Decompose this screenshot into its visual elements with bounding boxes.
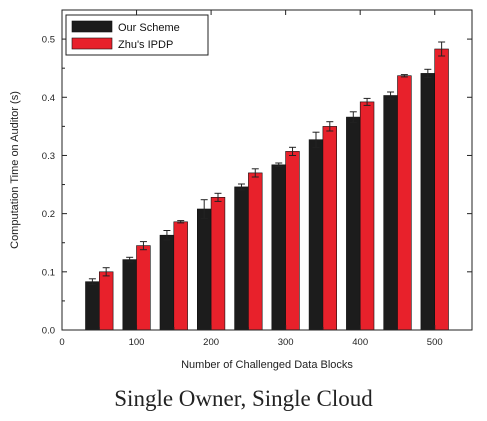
error-bar bbox=[163, 230, 171, 241]
bar-our-scheme-50 bbox=[85, 281, 100, 331]
error-bar bbox=[177, 220, 185, 224]
plot-frame bbox=[61, 9, 473, 331]
x-tick-label: 200 bbox=[203, 337, 219, 348]
error-bar bbox=[275, 162, 283, 167]
error-bar bbox=[237, 183, 245, 191]
bar-our-scheme-300 bbox=[271, 164, 286, 331]
bar-zhus-ipdp-500 bbox=[434, 48, 449, 331]
error-bar bbox=[349, 111, 357, 123]
bar-our-scheme-150 bbox=[159, 234, 175, 331]
error-bar bbox=[424, 68, 432, 78]
error-bar bbox=[438, 41, 446, 57]
bar-our-scheme-200 bbox=[197, 208, 212, 331]
x-tick-label: 300 bbox=[278, 337, 294, 348]
error-bar bbox=[363, 97, 371, 106]
y-tick-label: 0.1 bbox=[42, 267, 55, 278]
x-tick-label: 400 bbox=[352, 337, 368, 348]
bar-our-scheme-100 bbox=[122, 259, 137, 331]
error-bar bbox=[200, 199, 208, 219]
error-bar bbox=[251, 168, 259, 178]
y-tick-label: 0.5 bbox=[42, 35, 55, 46]
legend-label: Our Scheme bbox=[118, 22, 180, 34]
bar-zhus-ipdp-50 bbox=[99, 271, 114, 331]
x-tick-label: 0 bbox=[59, 337, 64, 348]
bar-zhus-ipdp-100 bbox=[136, 245, 151, 331]
error-bar bbox=[387, 91, 395, 100]
bar-zhus-ipdp-400 bbox=[359, 101, 375, 331]
bars-layer bbox=[85, 41, 449, 331]
legend: Our Scheme Zhu's IPDP bbox=[65, 14, 209, 56]
x-axis-label: Number of Challenged Data Blocks bbox=[181, 359, 353, 371]
error-bar bbox=[102, 267, 110, 277]
error-bar bbox=[139, 241, 147, 251]
legend-swatch bbox=[71, 20, 113, 33]
figure-caption: Single Owner, Single Cloud bbox=[114, 386, 373, 411]
y-tick-label: 0.0 bbox=[42, 326, 55, 337]
bar-zhus-ipdp-250 bbox=[248, 172, 263, 331]
bar-zhus-ipdp-450 bbox=[397, 75, 412, 331]
bar-our-scheme-500 bbox=[420, 73, 435, 331]
bar-our-scheme-400 bbox=[346, 116, 361, 331]
error-bar bbox=[326, 121, 334, 132]
y-tick-label: 0.2 bbox=[42, 209, 55, 220]
x-tick-label: 500 bbox=[427, 337, 443, 348]
x-tick-label: 100 bbox=[129, 337, 145, 348]
error-bar bbox=[312, 131, 320, 148]
bar-zhus-ipdp-200 bbox=[210, 197, 226, 331]
ticks-layer: 0 100 200 300 400 500 0.0 0.1 0.2 0.3 0.4 0.5 bbox=[42, 10, 472, 348]
error-bar bbox=[289, 146, 297, 156]
bar-zhus-ipdp-300 bbox=[285, 151, 300, 331]
legend-swatch bbox=[71, 37, 113, 50]
legend-label: Zhu's IPDP bbox=[118, 39, 173, 51]
y-tick-label: 0.3 bbox=[42, 151, 55, 162]
bar-zhus-ipdp-150 bbox=[173, 221, 188, 331]
bar-our-scheme-350 bbox=[308, 139, 324, 331]
bar-our-scheme-450 bbox=[383, 95, 398, 331]
y-axis-label: Computation Time on Auditor (s) bbox=[9, 91, 21, 249]
error-bar bbox=[214, 192, 222, 202]
y-tick-label: 0.4 bbox=[42, 93, 55, 104]
bar-our-scheme-250 bbox=[234, 186, 249, 331]
bar-zhus-ipdp-350 bbox=[322, 126, 337, 331]
error-bar bbox=[88, 278, 96, 286]
error-bar bbox=[126, 256, 134, 263]
error-bar bbox=[400, 74, 408, 78]
